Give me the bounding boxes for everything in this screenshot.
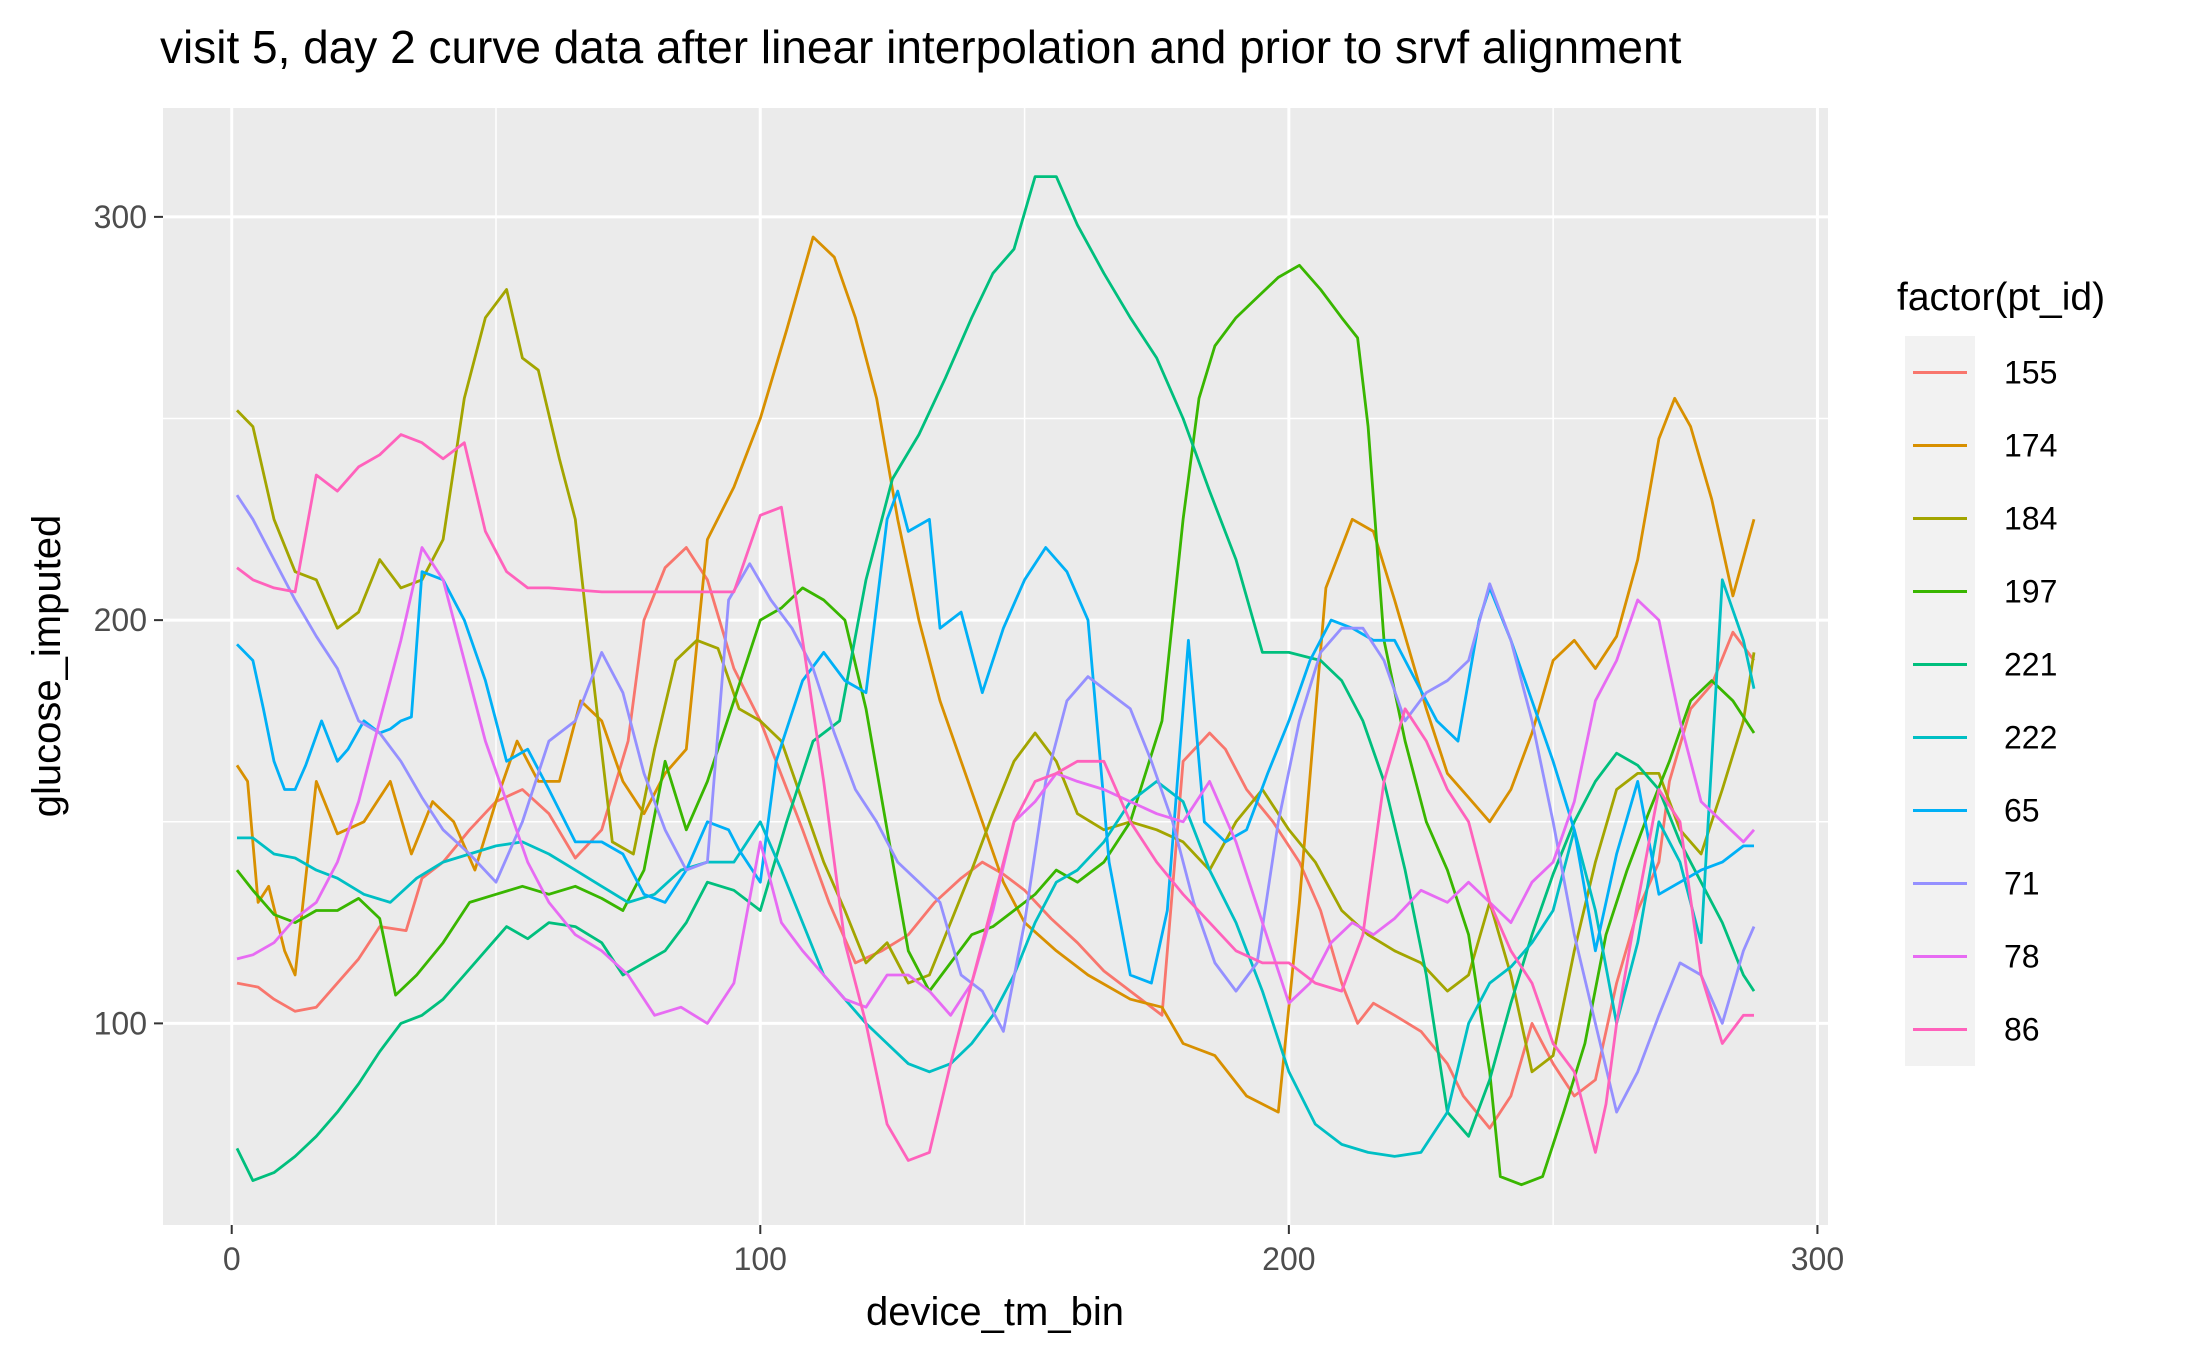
legend-title: factor(pt_id) (1897, 276, 2105, 319)
x-tick-label: 0 (223, 1241, 241, 1277)
plot-panel (163, 108, 1828, 1225)
legend: factor(pt_id) 155 174 184 197 221 222 65 71 78 86 (1897, 276, 2105, 1066)
series-line-78 (236, 546, 1756, 1025)
series-line-174 (235, 235, 1756, 1114)
x-tick-label: 200 (1262, 1241, 1315, 1277)
series-line-184 (236, 288, 1756, 1074)
legend-label: 86 (2004, 1012, 2040, 1048)
y-axis-ticks: 100 200 300 (94, 199, 163, 1041)
x-axis-title: device_tm_bin (866, 1290, 1124, 1334)
y-tick-label: 100 (94, 1005, 147, 1041)
x-axis-ticks: 0 100 200 300 (223, 1225, 1844, 1277)
series-lines (235, 175, 1756, 1187)
legend-label: 65 (2004, 793, 2040, 829)
y-tick-label: 200 (94, 602, 147, 638)
series-line-222 (237, 578, 1756, 1158)
x-tick-label: 100 (734, 1241, 787, 1277)
legend-label: 71 (2004, 866, 2040, 902)
legend-label: 197 (2004, 574, 2057, 610)
legend-label: 221 (2004, 647, 2057, 683)
series-line-86 (236, 433, 1754, 1162)
grid (163, 108, 1828, 1225)
legend-label: 155 (2004, 355, 2057, 391)
series-line-155 (236, 546, 1756, 1130)
series-line-197 (235, 263, 1756, 1187)
legend-label: 184 (2004, 501, 2057, 537)
legend-label: 222 (2004, 720, 2057, 756)
y-tick-label: 300 (94, 199, 147, 235)
series-line-71 (235, 494, 1756, 1114)
x-tick-label: 300 (1791, 1241, 1844, 1277)
legend-label: 78 (2004, 939, 2040, 975)
chart-title: visit 5, day 2 curve data after linear i… (160, 21, 1682, 73)
y-axis-title: glucose_imputed (25, 515, 69, 817)
legend-key-background (1905, 336, 1975, 1066)
legend-label: 174 (2004, 428, 2057, 464)
